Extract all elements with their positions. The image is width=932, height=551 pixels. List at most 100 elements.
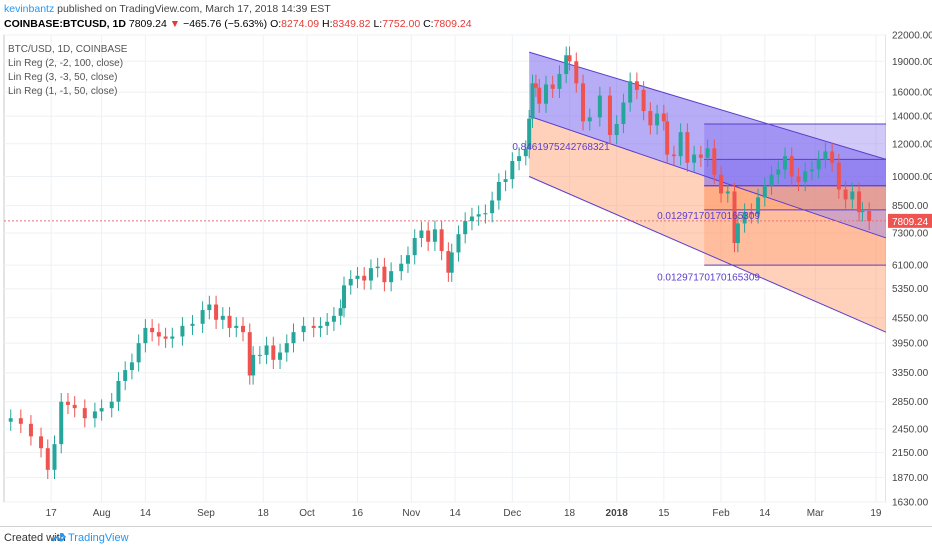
candle-body[interactable] — [143, 327, 148, 344]
candle-body[interactable] — [129, 362, 134, 371]
candle-body[interactable] — [523, 149, 528, 157]
candle-body[interactable] — [530, 83, 535, 119]
candle-body[interactable] — [419, 230, 424, 238]
candle-body[interactable] — [769, 174, 774, 186]
candle-body[interactable] — [99, 408, 104, 412]
candle-body[interactable] — [45, 448, 50, 470]
candle-body[interactable] — [18, 418, 23, 424]
candle-body[interactable] — [123, 370, 128, 381]
candle-body[interactable] — [399, 263, 404, 272]
candle-body[interactable] — [291, 332, 296, 344]
candle-body[interactable] — [490, 200, 495, 214]
candle-body[interactable] — [742, 212, 747, 224]
candle-body[interactable] — [28, 423, 33, 437]
candle-body[interactable] — [607, 95, 612, 136]
candle-body[interactable] — [698, 154, 703, 158]
candle-body[interactable] — [557, 74, 562, 89]
candle-body[interactable] — [614, 123, 619, 136]
legend-linreg-3[interactable]: Lin Reg (1, -1, 50, close) — [8, 86, 118, 97]
candle-body[interactable] — [214, 304, 219, 320]
candle-body[interactable] — [136, 343, 141, 363]
candle-body[interactable] — [348, 278, 353, 286]
candle-body[interactable] — [449, 252, 454, 273]
candle-body[interactable] — [692, 154, 697, 163]
candle-body[interactable] — [678, 132, 683, 157]
candle-body[interactable] — [362, 275, 367, 281]
candle-body[interactable] — [405, 255, 410, 264]
author-link[interactable]: kevinbantz — [4, 3, 55, 15]
candle-body[interactable] — [648, 111, 653, 126]
candle-body[interactable] — [8, 418, 13, 422]
candle-body[interactable] — [564, 55, 569, 75]
candle-body[interactable] — [52, 444, 57, 470]
candle-body[interactable] — [789, 156, 794, 177]
candle-body[interactable] — [156, 332, 161, 337]
candle-body[interactable] — [116, 380, 121, 402]
candle-body[interactable] — [705, 148, 710, 158]
candle-body[interactable] — [665, 121, 670, 155]
candle-body[interactable] — [251, 354, 256, 376]
candle-body[interactable] — [816, 159, 821, 170]
candle-body[interactable] — [685, 132, 690, 163]
candle-body[interactable] — [803, 171, 808, 182]
candle-body[interactable] — [510, 161, 515, 180]
candle-body[interactable] — [190, 323, 195, 326]
candle-body[interactable] — [860, 211, 865, 213]
candle-body[interactable] — [776, 169, 781, 175]
candle-body[interactable] — [533, 83, 538, 88]
candle-body[interactable] — [550, 84, 555, 89]
candle-body[interactable] — [264, 345, 269, 355]
candle-body[interactable] — [180, 325, 185, 337]
candle-body[interactable] — [150, 327, 155, 333]
candle-body[interactable] — [456, 234, 461, 253]
candle-body[interactable] — [82, 408, 87, 419]
candle-body[interactable] — [621, 102, 626, 124]
legend-linreg-1[interactable]: Lin Reg (2, -2, 100, close) — [8, 58, 124, 69]
candle-body[interactable] — [830, 151, 835, 163]
candle-body[interactable] — [597, 95, 602, 118]
candle-body[interactable] — [200, 310, 205, 324]
price-axis[interactable] — [886, 35, 932, 502]
candle-body[interactable] — [756, 197, 761, 215]
candle-body[interactable] — [634, 81, 639, 90]
candle-body[interactable] — [439, 229, 444, 252]
candle-body[interactable] — [234, 325, 239, 328]
candle-body[interactable] — [432, 229, 437, 242]
candle-body[interactable] — [355, 275, 360, 279]
candle-body[interactable] — [517, 156, 522, 162]
candle-body[interactable] — [278, 352, 283, 360]
candle-body[interactable] — [483, 213, 488, 215]
candle-body[interactable] — [109, 401, 114, 409]
candle-body[interactable] — [809, 169, 814, 172]
candle-body[interactable] — [220, 315, 225, 320]
candle-body[interactable] — [476, 214, 481, 217]
candle-body[interactable] — [331, 315, 336, 322]
candle-body[interactable] — [39, 436, 44, 449]
candle-body[interactable] — [641, 89, 646, 112]
candle-body[interactable] — [823, 151, 828, 160]
candle-body[interactable] — [342, 285, 347, 309]
legend-linreg-2[interactable]: Lin Reg (3, -3, 50, close) — [8, 72, 118, 83]
candle-body[interactable] — [338, 308, 343, 316]
candle-body[interactable] — [170, 336, 175, 339]
candle-body[interactable] — [241, 325, 246, 333]
candle-body[interactable] — [712, 148, 717, 175]
candle-body[interactable] — [735, 223, 740, 244]
candle-body[interactable] — [163, 336, 168, 339]
candle-body[interactable] — [325, 321, 330, 326]
candle-body[interactable] — [725, 191, 730, 194]
candle-body[interactable] — [850, 191, 855, 200]
candle-body[interactable] — [318, 325, 323, 328]
candle-body[interactable] — [567, 55, 572, 62]
candle-body[interactable] — [446, 251, 451, 273]
candle-body[interactable] — [628, 81, 633, 103]
candle-body[interactable] — [537, 87, 542, 104]
candle-body[interactable] — [257, 354, 262, 356]
candle-body[interactable] — [543, 84, 548, 104]
candle-body[interactable] — [469, 216, 474, 222]
candle-body[interactable] — [65, 401, 70, 405]
candle-body[interactable] — [247, 332, 252, 376]
candle-body[interactable] — [581, 83, 586, 122]
candle-body[interactable] — [762, 185, 767, 198]
candle-body[interactable] — [59, 401, 64, 445]
